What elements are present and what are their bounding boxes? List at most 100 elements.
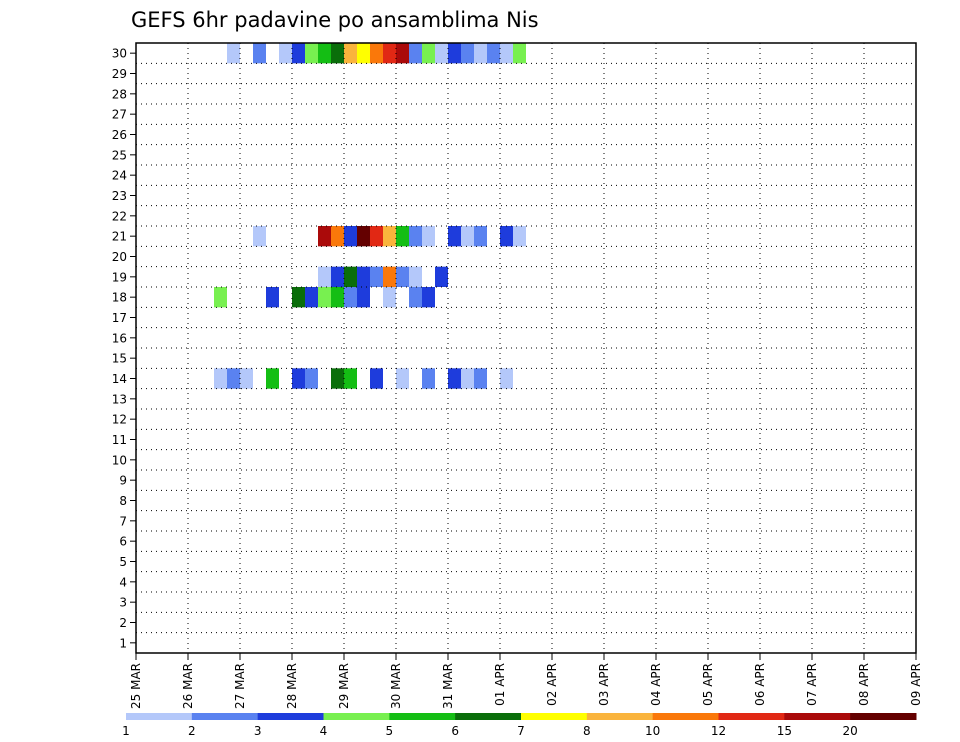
y-tick-label: 15 xyxy=(112,352,127,366)
colorbar-segment xyxy=(455,713,522,720)
y-tick-label: 17 xyxy=(112,311,127,325)
heatmap-cell xyxy=(279,43,292,64)
y-axis: 1234567891011121314151617181920212223242… xyxy=(112,47,136,650)
heatmap-cell xyxy=(266,287,279,308)
y-tick-label: 16 xyxy=(112,331,127,345)
colorbar-segment xyxy=(126,713,193,720)
heatmap-cell xyxy=(461,226,474,247)
y-tick-label: 27 xyxy=(112,108,127,122)
x-tick-label: 08 APR xyxy=(857,663,871,706)
y-tick-label: 18 xyxy=(112,291,127,305)
y-tick-label: 28 xyxy=(112,87,127,101)
heatmap-cell xyxy=(474,43,487,64)
heatmap-cell xyxy=(240,368,253,389)
y-tick-label: 9 xyxy=(119,474,127,488)
heatmap-cell xyxy=(448,43,461,64)
colorbar-segment xyxy=(586,713,654,720)
y-tick-label: 23 xyxy=(112,189,127,203)
x-tick-label: 28 MAR xyxy=(285,663,299,709)
heatmap-cell xyxy=(513,226,526,247)
heatmap-cell xyxy=(331,43,344,64)
x-tick-label: 25 MAR xyxy=(129,663,143,709)
y-tick-label: 30 xyxy=(112,47,127,61)
heatmap-cell xyxy=(409,226,422,247)
y-tick-label: 22 xyxy=(112,209,127,223)
colorbar-label: 7 xyxy=(517,724,525,738)
colorbar-label: 8 xyxy=(583,724,591,738)
y-tick-label: 5 xyxy=(119,555,127,569)
heatmap-cell xyxy=(292,368,305,389)
heatmap-cell xyxy=(318,226,331,247)
heatmap-cell xyxy=(500,226,513,247)
y-tick-label: 7 xyxy=(119,514,127,528)
heatmap-cell xyxy=(292,43,305,64)
colorbar-label: 3 xyxy=(254,724,262,738)
heatmap-cell xyxy=(370,43,383,64)
heatmap-cell xyxy=(461,368,474,389)
x-tick-label: 06 APR xyxy=(753,663,767,706)
colorbar-label: 20 xyxy=(843,724,858,738)
x-tick-label: 27 MAR xyxy=(233,663,247,709)
y-tick-label: 12 xyxy=(112,413,127,427)
heatmap-cell xyxy=(383,43,396,64)
heatmap-cell xyxy=(344,226,357,247)
heatmap-cell xyxy=(305,287,318,308)
heatmap-cell xyxy=(409,287,422,308)
heatmap-cell xyxy=(344,368,357,389)
heatmap-cell xyxy=(409,266,422,287)
heatmap-cell xyxy=(266,368,279,389)
colorbar: 1 2 3 4 5 6 7 8 10 12 15 20 xyxy=(122,713,917,738)
y-tick-label: 19 xyxy=(112,270,127,284)
colorbar-segment xyxy=(652,713,719,720)
x-tick-label: 01 APR xyxy=(493,663,507,706)
x-tick-label: 31 MAR xyxy=(441,663,455,709)
heatmap-cell xyxy=(474,226,487,247)
heatmap-cell xyxy=(370,368,383,389)
colorbar-segment xyxy=(718,713,785,720)
plot-frame xyxy=(135,42,917,654)
x-tick-label: 29 MAR xyxy=(337,663,351,709)
x-tick-label: 02 APR xyxy=(545,663,559,706)
heatmap-cell xyxy=(357,266,370,287)
colorbar-segment xyxy=(257,713,324,720)
y-tick-label: 25 xyxy=(112,148,127,162)
heatmap-cell xyxy=(292,287,305,308)
x-tick-label: 05 APR xyxy=(701,663,715,706)
x-tick-label: 03 APR xyxy=(597,663,611,706)
x-tick-label: 26 MAR xyxy=(181,663,195,709)
heatmap-cell xyxy=(227,43,240,64)
heatmap-cell xyxy=(383,287,396,308)
heatmap-cell xyxy=(383,266,396,287)
x-tick-label: 07 APR xyxy=(805,663,819,706)
heatmap-cell xyxy=(500,368,513,389)
heatmap-cell xyxy=(214,368,227,389)
x-tick-label: 09 APR xyxy=(909,663,923,706)
y-tick-label: 24 xyxy=(112,169,127,183)
y-tick-label: 11 xyxy=(112,433,127,447)
heatmap-cell xyxy=(422,368,435,389)
x-axis: 25 MAR 26 MAR 27 MAR 28 MAR 29 MAR 30 MAR 31 M… xyxy=(129,653,923,709)
y-tick-label: 6 xyxy=(119,535,127,549)
y-tick-label: 4 xyxy=(119,575,127,589)
heatmap-cell xyxy=(344,287,357,308)
heatmap-cell xyxy=(435,43,448,64)
heatmap-cell xyxy=(448,226,461,247)
grid-lines xyxy=(136,43,916,653)
x-tick-label: 30 MAR xyxy=(389,663,403,709)
heatmap-cell xyxy=(344,266,357,287)
heatmap-cell xyxy=(448,368,461,389)
heatmap-cell xyxy=(331,266,344,287)
heatmap-cell xyxy=(318,43,331,64)
colorbar-segment xyxy=(191,713,259,720)
heatmap-cell xyxy=(513,43,526,64)
y-tick-label: 8 xyxy=(119,494,127,508)
colorbar-segment xyxy=(389,713,456,720)
y-tick-label: 13 xyxy=(112,392,127,406)
x-tick-label: 04 APR xyxy=(649,663,663,706)
y-tick-label: 1 xyxy=(119,636,127,650)
colorbar-label: 6 xyxy=(451,724,459,738)
heatmap-cell xyxy=(357,43,370,64)
heatmap-cell xyxy=(409,43,422,64)
heatmap-cell xyxy=(318,266,331,287)
chart-title: GEFS 6hr padavine po ansamblima Nis xyxy=(131,8,539,32)
